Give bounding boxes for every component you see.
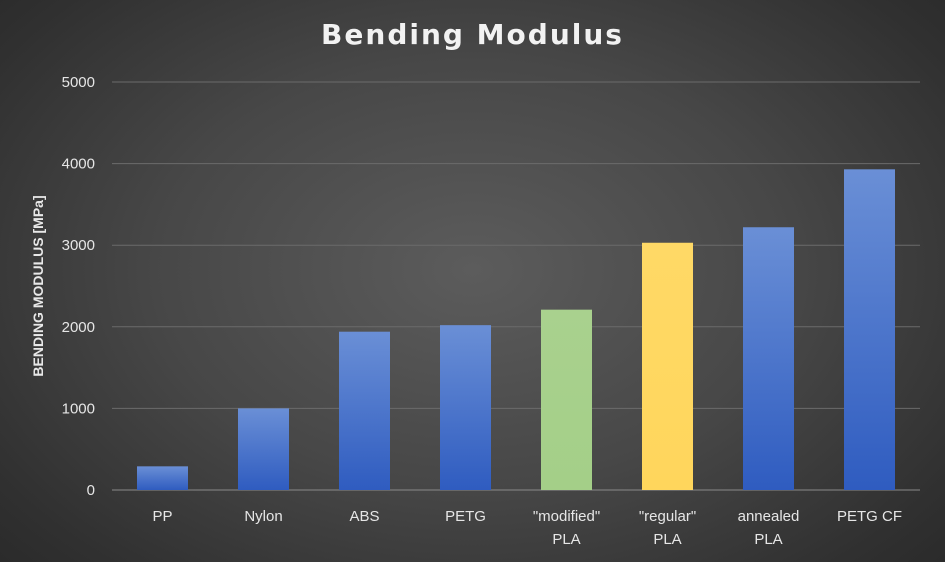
bar — [743, 227, 794, 491]
y-tick-label: 1000 — [62, 400, 95, 417]
x-tick-label: PETG CF — [837, 508, 902, 525]
bar — [137, 466, 188, 490]
x-tick-label: PLA — [653, 531, 681, 548]
y-tick-label: 0 — [87, 482, 95, 499]
y-tick-label: 2000 — [62, 319, 95, 336]
x-tick-label: "modified" — [533, 508, 600, 525]
x-tick-label: PLA — [754, 531, 782, 548]
x-tick-label: annealed — [738, 508, 800, 525]
x-tick-label: PP — [152, 508, 172, 525]
bar — [844, 169, 895, 490]
chart-title: Bending Modulus — [321, 18, 624, 51]
y-tick-label: 5000 — [62, 74, 95, 91]
x-tick-label: ABS — [349, 508, 379, 525]
x-tick-labels: PP Nylon ABS PETG "modified" PLA "regular" PLA a… — [152, 508, 902, 548]
bars — [137, 169, 895, 491]
bar — [541, 309, 592, 490]
x-tick-label: PLA — [552, 531, 580, 548]
y-tick-label: 3000 — [62, 237, 95, 254]
gridlines — [112, 81, 920, 491]
bar — [238, 408, 289, 490]
y-tick-labels: 0 1000 2000 3000 4000 5000 — [62, 74, 95, 499]
bar — [642, 242, 693, 490]
x-tick-label: Nylon — [244, 508, 282, 525]
bar — [440, 325, 491, 490]
x-tick-label: PETG — [445, 508, 486, 525]
bar — [339, 331, 390, 490]
x-tick-label: "regular" — [639, 508, 696, 525]
y-tick-label: 4000 — [62, 156, 95, 173]
